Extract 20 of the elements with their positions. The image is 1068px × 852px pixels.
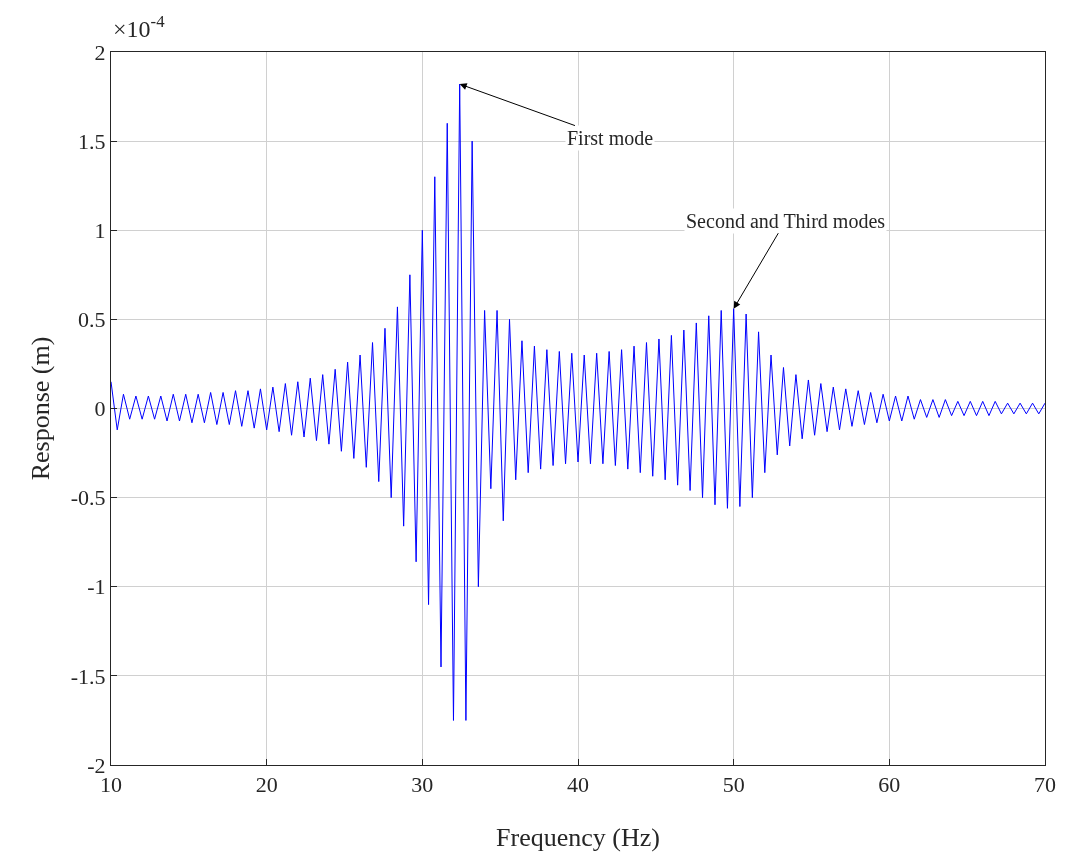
- y-tick-label: 1.5: [78, 128, 106, 154]
- y-tick-label: 2: [94, 39, 106, 65]
- y-axis-title: Response (m): [26, 336, 55, 481]
- x-tick-label: 30: [411, 772, 434, 798]
- y-tick-label: 0: [94, 396, 106, 422]
- x-axis-title: Frequency (Hz): [496, 823, 660, 852]
- text: ×10$^{-4}$: [113, 12, 166, 43]
- line-series: [111, 83, 1045, 721]
- y-tick-label: -1: [87, 574, 106, 600]
- annotation: First mode: [567, 127, 654, 149]
- y-tick-label: -1.5: [70, 663, 106, 689]
- x-tick-label: 70: [1034, 772, 1056, 798]
- y-tick-label: -0.5: [70, 485, 106, 511]
- x-tick-label: 40: [567, 772, 589, 798]
- x-tick-label: 20: [255, 772, 278, 798]
- x-tick-label: 60: [878, 772, 901, 798]
- x-tick-label: 50: [722, 772, 745, 798]
- y-tick-label: 0.5: [78, 307, 106, 333]
- annotation: Second and Third modes: [686, 210, 886, 232]
- y-tick-label: 1: [94, 217, 106, 243]
